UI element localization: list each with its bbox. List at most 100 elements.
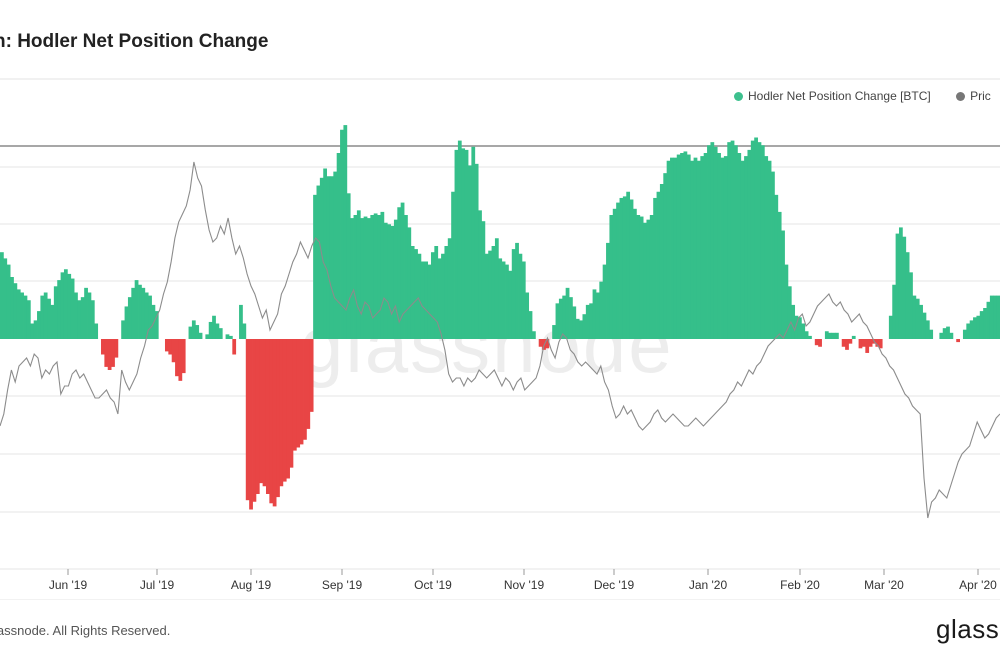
bar-positive bbox=[228, 335, 233, 339]
bar-positive bbox=[461, 148, 466, 339]
bar-positive bbox=[400, 202, 405, 339]
bar-positive bbox=[454, 149, 459, 339]
bar-positive bbox=[575, 318, 580, 339]
bar-positive bbox=[43, 292, 48, 339]
bar-positive bbox=[383, 222, 388, 339]
bar-positive bbox=[727, 142, 732, 339]
bar-positive bbox=[23, 295, 28, 339]
bar-positive bbox=[437, 258, 442, 339]
bar-positive bbox=[16, 289, 21, 339]
bar-positive bbox=[53, 286, 58, 339]
bar-positive bbox=[643, 222, 647, 339]
bar-negative bbox=[171, 339, 176, 363]
bar-positive bbox=[468, 165, 472, 339]
legend-dot-grey-icon bbox=[956, 91, 966, 101]
bar-positive bbox=[90, 300, 95, 339]
bar-positive bbox=[595, 292, 600, 339]
bar-positive bbox=[808, 335, 812, 339]
bar-negative bbox=[252, 339, 257, 502]
bar-positive bbox=[417, 253, 422, 339]
x-tick-label: Jun '19 bbox=[49, 578, 88, 592]
bar-positive bbox=[367, 218, 371, 339]
bar-positive bbox=[774, 194, 779, 339]
bar-negative bbox=[272, 339, 277, 507]
bar-positive bbox=[902, 236, 907, 339]
bar-positive bbox=[666, 160, 671, 339]
chart-area: Jun '19 Jul '19 Aug '19 Sep '19 Oct '19 Nov '… bbox=[0, 78, 1000, 600]
bar-positive bbox=[370, 215, 375, 339]
bar-negative bbox=[259, 339, 264, 484]
bar-positive bbox=[350, 218, 354, 339]
bar-positive bbox=[787, 286, 792, 339]
bar-negative bbox=[279, 339, 284, 487]
bar-positive bbox=[713, 146, 718, 339]
x-tick-label: Nov '19 bbox=[504, 578, 545, 592]
bar-negative bbox=[289, 339, 294, 468]
bar-positive bbox=[414, 249, 418, 339]
bar-positive bbox=[404, 215, 408, 339]
bar-positive bbox=[20, 292, 24, 339]
bar-positive bbox=[653, 197, 657, 339]
legend-label-price: Pric bbox=[970, 89, 991, 103]
bar-positive bbox=[680, 153, 684, 339]
bar-positive bbox=[6, 264, 11, 339]
bar-positive bbox=[316, 185, 321, 339]
bar-positive bbox=[797, 317, 802, 339]
bar-positive bbox=[356, 210, 361, 339]
bar-positive bbox=[464, 149, 469, 339]
bar-negative bbox=[868, 339, 873, 347]
bar-positive bbox=[154, 311, 159, 339]
bar-positive bbox=[410, 246, 415, 339]
copyright-text: lassnode. All Rights Reserved. bbox=[0, 623, 171, 638]
legend: Hodler Net Position Change [BTC] Pric bbox=[734, 89, 1000, 104]
bar-positive bbox=[676, 154, 681, 339]
bar-negative bbox=[181, 339, 186, 374]
bar-negative bbox=[107, 339, 112, 370]
bar-negative bbox=[101, 339, 105, 355]
bar-positive bbox=[360, 218, 365, 339]
bar-positive bbox=[969, 320, 974, 339]
bar-positive bbox=[942, 328, 947, 339]
bar-positive bbox=[962, 329, 967, 339]
bar-negative bbox=[303, 339, 307, 440]
x-tick-label: Mar '20 bbox=[864, 578, 904, 592]
bar-positive bbox=[505, 264, 509, 339]
bar-negative bbox=[114, 339, 119, 358]
bar-positive bbox=[737, 153, 742, 339]
bar-negative bbox=[299, 339, 304, 445]
bar-positive bbox=[673, 157, 678, 339]
bar-positive bbox=[343, 125, 348, 339]
bar-positive bbox=[50, 304, 55, 339]
bar-positive bbox=[218, 328, 223, 339]
bar-positive bbox=[612, 208, 617, 339]
bar-positive bbox=[562, 295, 567, 339]
bar-negative bbox=[255, 339, 260, 494]
grid-lines bbox=[0, 78, 1000, 600]
bar-negative bbox=[309, 339, 314, 412]
x-tick-label: Apr '20 bbox=[959, 578, 997, 592]
bar-positive bbox=[946, 326, 950, 339]
bar-positive bbox=[525, 292, 530, 339]
bar-positive bbox=[148, 295, 152, 339]
bar-positive bbox=[407, 227, 412, 339]
bar-positive bbox=[589, 303, 593, 339]
bar-negative bbox=[845, 339, 849, 350]
bar-positive bbox=[515, 242, 519, 339]
bar-positive bbox=[767, 160, 772, 339]
bar-negative bbox=[276, 339, 280, 498]
bar-positive bbox=[659, 184, 664, 339]
bar-positive bbox=[329, 176, 334, 339]
bar-positive bbox=[208, 321, 213, 339]
bar-positive bbox=[444, 246, 449, 339]
bar-positive bbox=[781, 230, 785, 339]
bar-positive bbox=[353, 215, 358, 339]
legend-item-net-position[interactable]: Hodler Net Position Change [BTC] bbox=[734, 89, 931, 103]
bar-positive bbox=[801, 323, 806, 339]
legend-item-price[interactable]: Pric bbox=[956, 89, 991, 103]
bar-positive bbox=[909, 272, 913, 339]
bar-positive bbox=[690, 160, 695, 339]
bar-negative bbox=[814, 339, 819, 346]
bar-positive bbox=[602, 264, 607, 339]
bar-positive bbox=[198, 332, 203, 339]
bar-positive bbox=[730, 140, 735, 339]
